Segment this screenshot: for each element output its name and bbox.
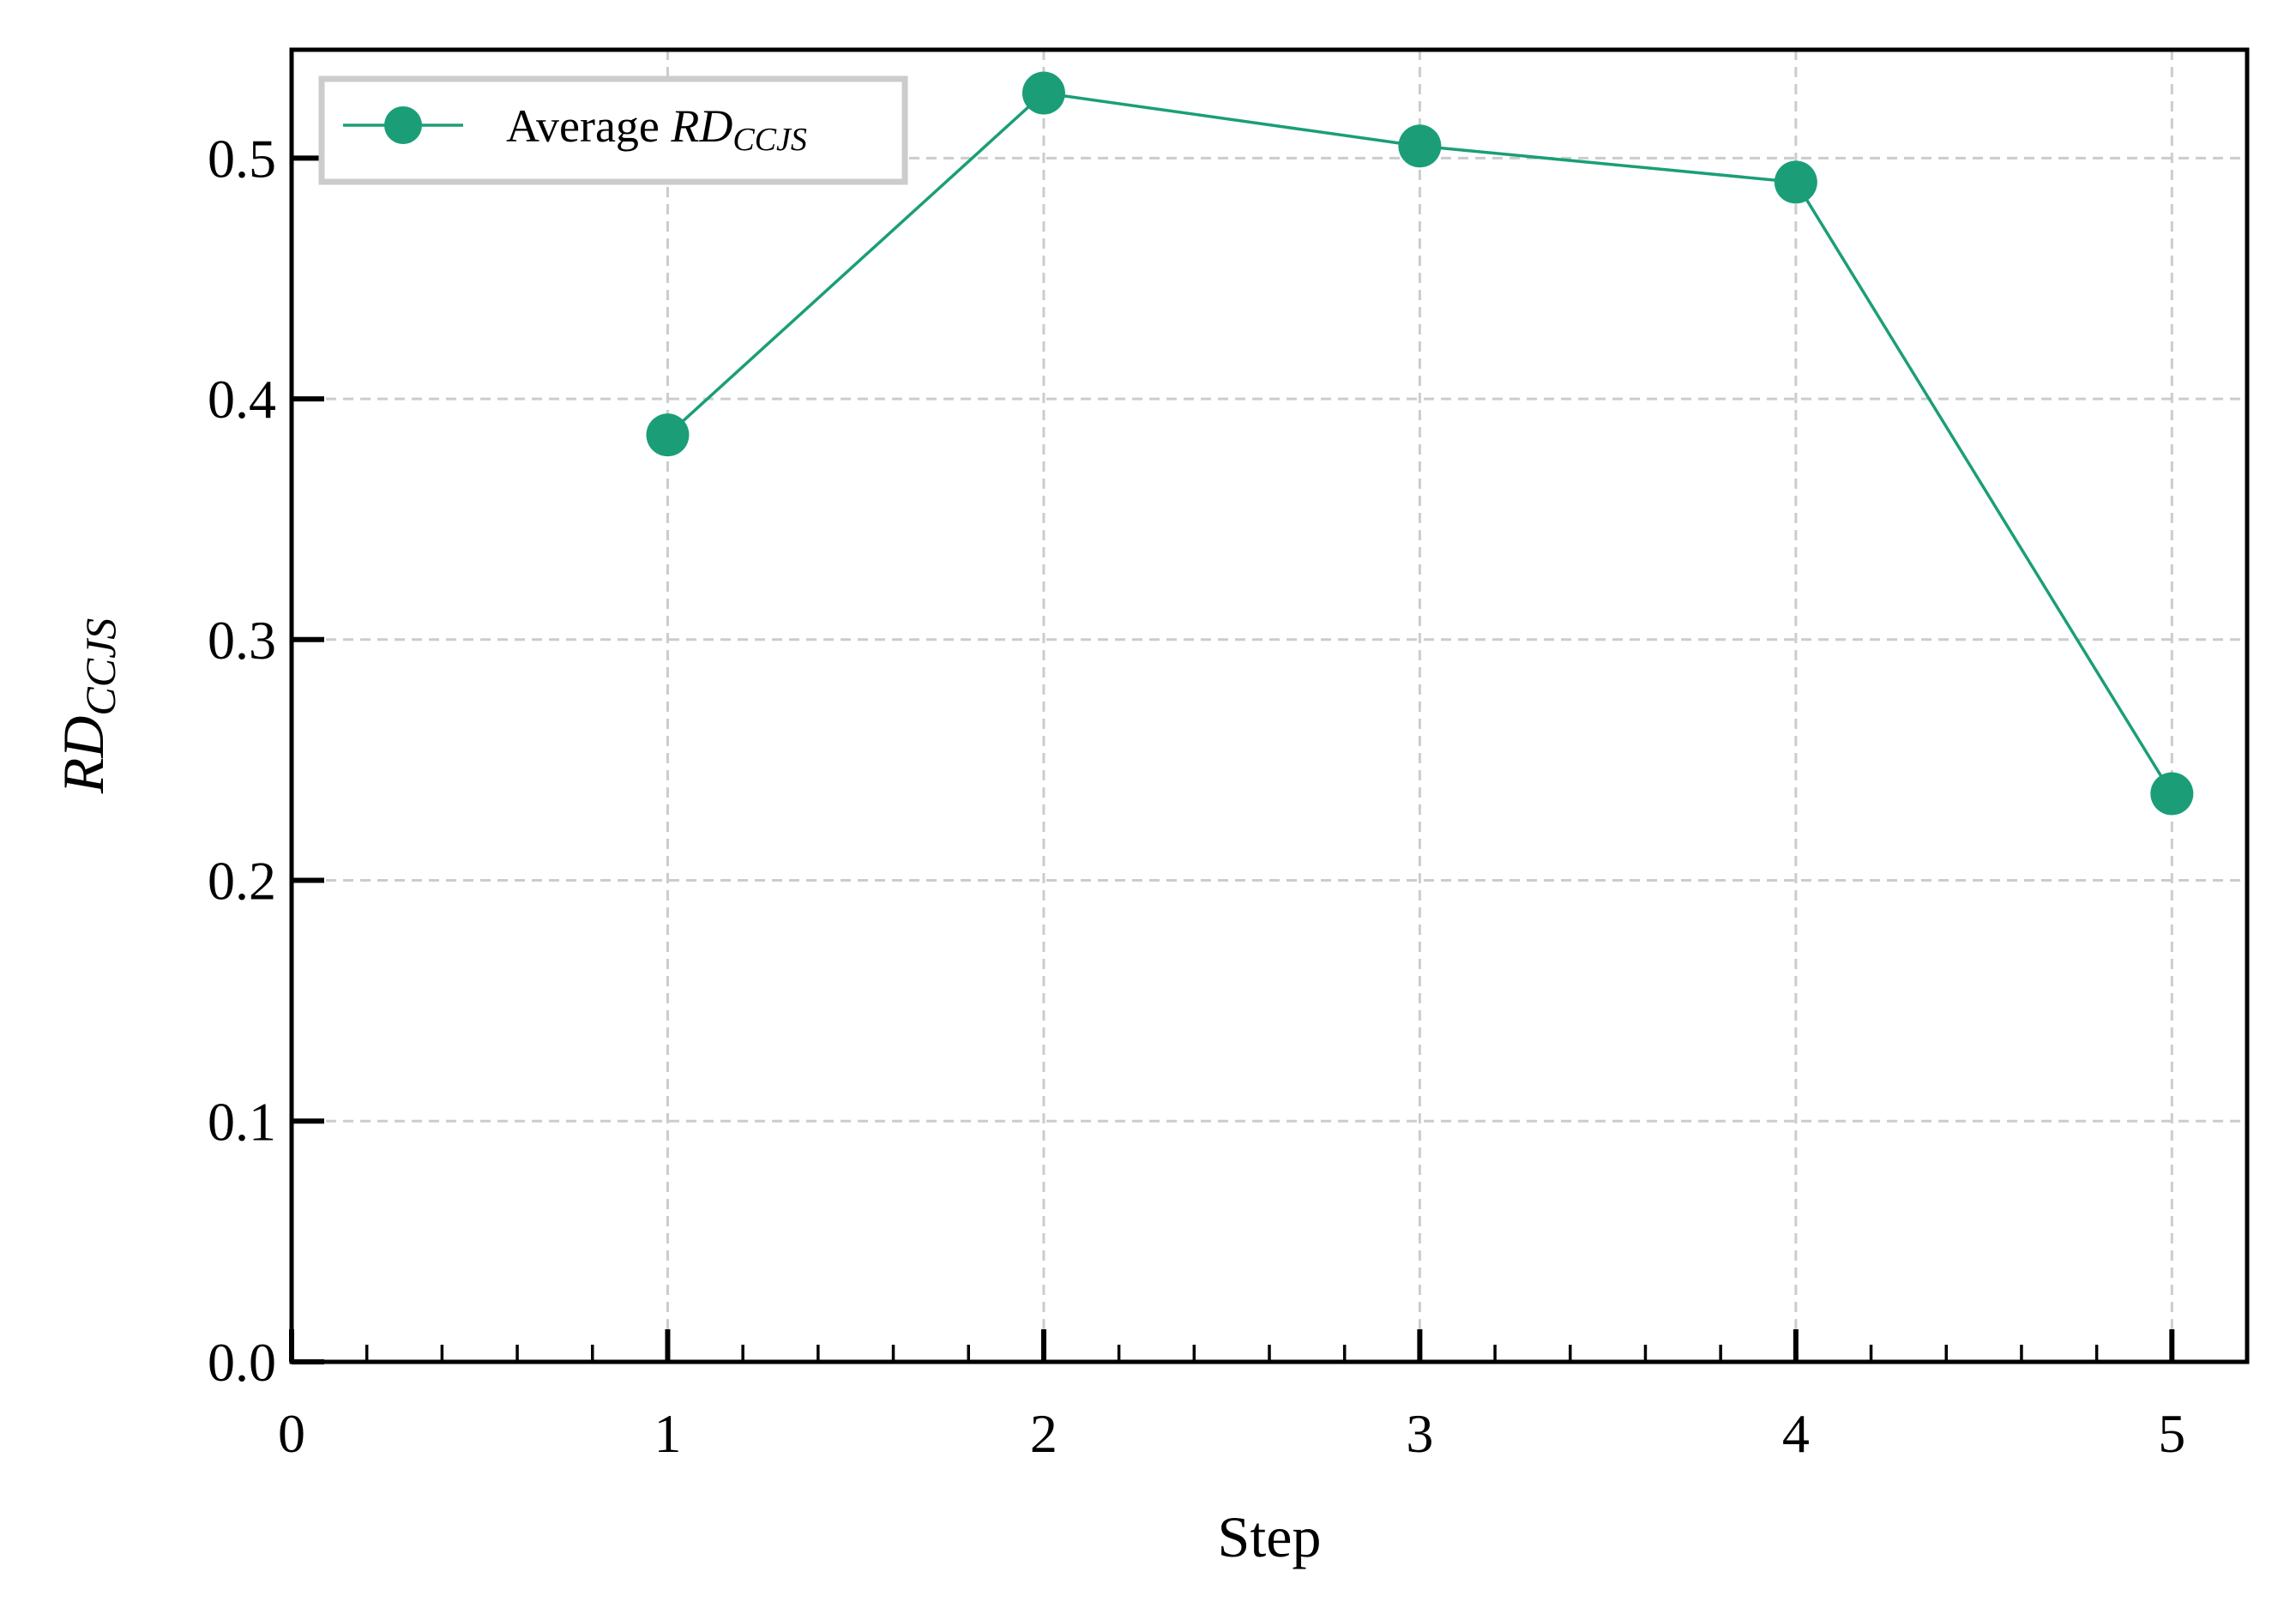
legend-label-subscript: CCJS	[732, 122, 807, 158]
plot-frame	[289, 47, 2250, 1364]
data-series	[646, 71, 2194, 816]
y-tick-label: 0.1	[208, 1091, 276, 1152]
data-point	[646, 413, 690, 457]
x-tick-label: 5	[2158, 1403, 2185, 1464]
y-tick-label: 0.2	[208, 851, 276, 912]
y-axis-title-subscript: CCJS	[76, 618, 124, 716]
x-tick-label: 0	[278, 1403, 305, 1464]
y-tick-label: 0.0	[208, 1332, 276, 1393]
x-tick-label: 4	[1782, 1403, 1810, 1464]
x-tick-label: 1	[654, 1403, 681, 1464]
y-axis-title-main: RD	[51, 716, 116, 795]
data-point	[1398, 124, 1442, 168]
data-point	[1021, 71, 1065, 115]
y-tick-label: 0.5	[208, 128, 276, 189]
x-tick-label: 2	[1030, 1403, 1058, 1464]
legend-label: Average RDCCJS	[506, 100, 807, 158]
y-tick-label: 0.4	[208, 369, 276, 430]
legend-marker	[384, 106, 422, 144]
tick-labels: 0 1 2 3 4 5 0.0 0.1 0.2 0.3 0.4 0.5	[208, 128, 2185, 1464]
legend-label-main: RD	[670, 100, 732, 152]
legend: Average RDCCJS	[318, 75, 908, 185]
y-axis-title: RDCCJS	[51, 618, 124, 795]
data-point	[2150, 772, 2194, 816]
grid-lines	[292, 50, 2247, 1362]
y-tick-label: 0.3	[208, 610, 276, 671]
axis-ticks	[289, 155, 2249, 1364]
data-point	[1774, 160, 1817, 204]
x-axis-title: Step	[1218, 1504, 1322, 1569]
x-tick-label: 3	[1406, 1403, 1433, 1464]
legend-label-prefix: Average	[506, 100, 671, 152]
